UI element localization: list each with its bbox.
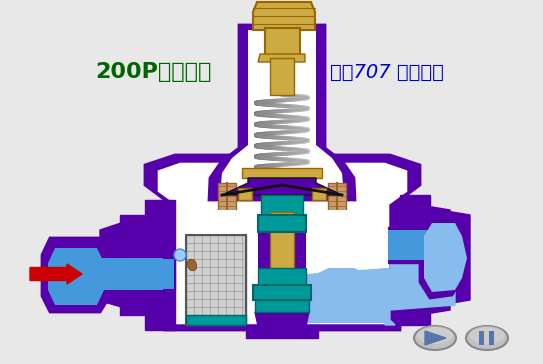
- Polygon shape: [157, 162, 408, 325]
- Text: 化工707 剪辑制作: 化工707 剪辑制作: [330, 63, 444, 82]
- Polygon shape: [255, 300, 309, 312]
- Polygon shape: [270, 58, 294, 95]
- Polygon shape: [80, 240, 115, 305]
- Polygon shape: [258, 54, 305, 62]
- Polygon shape: [306, 210, 388, 268]
- Polygon shape: [222, 178, 342, 195]
- Polygon shape: [242, 168, 322, 178]
- Polygon shape: [48, 248, 104, 305]
- Polygon shape: [186, 315, 246, 325]
- Polygon shape: [100, 220, 130, 310]
- Polygon shape: [385, 270, 395, 325]
- Ellipse shape: [417, 326, 453, 344]
- Polygon shape: [258, 215, 306, 232]
- Polygon shape: [253, 2, 315, 30]
- Polygon shape: [220, 30, 344, 195]
- Polygon shape: [42, 238, 110, 312]
- Polygon shape: [253, 285, 311, 300]
- FancyArrow shape: [30, 264, 82, 284]
- Polygon shape: [145, 200, 175, 330]
- Polygon shape: [388, 230, 460, 260]
- Text: 200P型减压阀: 200P型减压阀: [95, 62, 211, 82]
- Polygon shape: [424, 223, 467, 292]
- Polygon shape: [120, 215, 165, 315]
- Ellipse shape: [466, 326, 508, 350]
- Polygon shape: [65, 258, 95, 285]
- Polygon shape: [390, 250, 455, 310]
- Polygon shape: [258, 268, 306, 285]
- Polygon shape: [258, 232, 299, 268]
- Polygon shape: [80, 258, 163, 290]
- Polygon shape: [55, 240, 100, 300]
- Polygon shape: [261, 195, 303, 215]
- Polygon shape: [400, 195, 430, 325]
- Circle shape: [55, 252, 91, 288]
- Ellipse shape: [469, 326, 505, 344]
- Polygon shape: [238, 188, 252, 200]
- Bar: [489, 331, 494, 345]
- Polygon shape: [209, 25, 355, 200]
- Polygon shape: [385, 227, 455, 263]
- Polygon shape: [180, 210, 258, 268]
- Polygon shape: [78, 255, 165, 293]
- Polygon shape: [270, 212, 294, 290]
- Polygon shape: [90, 258, 175, 290]
- Polygon shape: [145, 155, 420, 330]
- Bar: [186, 235, 246, 325]
- Polygon shape: [388, 230, 453, 260]
- Polygon shape: [328, 183, 346, 212]
- Polygon shape: [218, 183, 236, 212]
- Bar: [479, 331, 484, 345]
- Polygon shape: [246, 325, 318, 338]
- Circle shape: [174, 249, 186, 261]
- Polygon shape: [295, 265, 388, 322]
- Polygon shape: [420, 215, 466, 298]
- Polygon shape: [255, 312, 309, 326]
- Polygon shape: [186, 235, 246, 325]
- Polygon shape: [265, 28, 300, 58]
- Polygon shape: [312, 188, 326, 200]
- Polygon shape: [430, 215, 465, 305]
- Polygon shape: [80, 258, 175, 290]
- Polygon shape: [420, 205, 450, 315]
- Polygon shape: [258, 232, 306, 270]
- Polygon shape: [425, 331, 446, 345]
- Ellipse shape: [414, 326, 456, 350]
- Polygon shape: [295, 268, 388, 322]
- Polygon shape: [440, 210, 470, 305]
- Ellipse shape: [187, 259, 197, 271]
